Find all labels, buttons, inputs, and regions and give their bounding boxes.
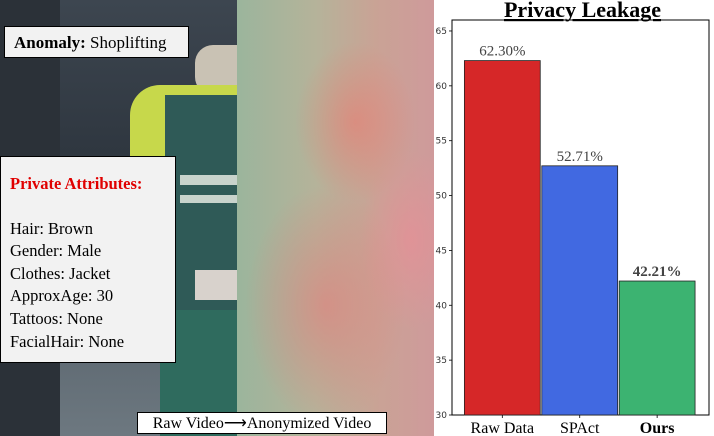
data-label: 62.30% bbox=[479, 44, 525, 60]
anomaly-label-box: Anomaly: Shoplifting bbox=[4, 26, 189, 58]
bar-raw-data bbox=[463, 60, 541, 416]
attribute-item: ApproxAge: 30 bbox=[10, 286, 114, 306]
video-caption: Raw Video⟶Anonymized Video bbox=[137, 412, 387, 434]
chart-title: Privacy Leakage bbox=[504, 0, 661, 22]
y-tick-label: 40 bbox=[436, 301, 448, 311]
x-tick-label: SPAct bbox=[560, 420, 600, 436]
anomaly-label: Anomaly: bbox=[14, 33, 86, 52]
y-tick-label: 50 bbox=[436, 192, 448, 202]
sweater-stripe bbox=[180, 195, 237, 203]
bar-spact bbox=[541, 165, 619, 416]
chart-svg: Privacy Leakage 30 35 40 45 50 55 60 65 Raw Data 6… bbox=[436, 0, 710, 436]
sweater-stripe bbox=[180, 175, 237, 185]
privacy-leakage-chart: Privacy Leakage 30 35 40 45 50 55 60 65 Raw Data 6… bbox=[434, 0, 714, 436]
attribute-item: FacialHair: None bbox=[10, 331, 125, 351]
caption-anonymized: Anonymized Video bbox=[246, 415, 372, 432]
data-label: 52.71% bbox=[557, 149, 603, 165]
anonymized-video-half bbox=[237, 0, 434, 436]
y-tick-label: 30 bbox=[436, 411, 448, 421]
attribute-item: Gender: Male bbox=[10, 241, 102, 261]
x-tick-label: Raw Data bbox=[471, 420, 535, 436]
y-tick-label: 35 bbox=[436, 356, 447, 366]
attribute-item: Tattoos: None bbox=[10, 308, 103, 328]
video-frame-panel: Anomaly: Shoplifting Private Attributes:… bbox=[0, 0, 434, 436]
x-tick-label: Ours bbox=[640, 420, 675, 436]
arrow-icon: ⟶ bbox=[223, 415, 247, 432]
y-tick-label: 65 bbox=[436, 27, 447, 37]
attributes-title: Private Attributes: bbox=[10, 174, 143, 193]
attribute-item: Clothes: Jacket bbox=[10, 263, 111, 283]
data-label: 42.21% bbox=[633, 264, 682, 280]
y-tick-label: 60 bbox=[436, 82, 448, 92]
hands bbox=[195, 270, 237, 300]
y-tick-label: 45 bbox=[436, 246, 447, 256]
bar-ours bbox=[618, 280, 696, 416]
attribute-item: Hair: Brown bbox=[10, 218, 93, 238]
y-tick-label: 55 bbox=[436, 137, 447, 147]
private-attributes-box: Private Attributes: Hair: Brown Gender: … bbox=[0, 156, 176, 363]
raw-video-half bbox=[0, 0, 237, 436]
caption-raw: Raw Video bbox=[152, 415, 224, 432]
anomaly-value: Shoplifting bbox=[90, 33, 167, 52]
